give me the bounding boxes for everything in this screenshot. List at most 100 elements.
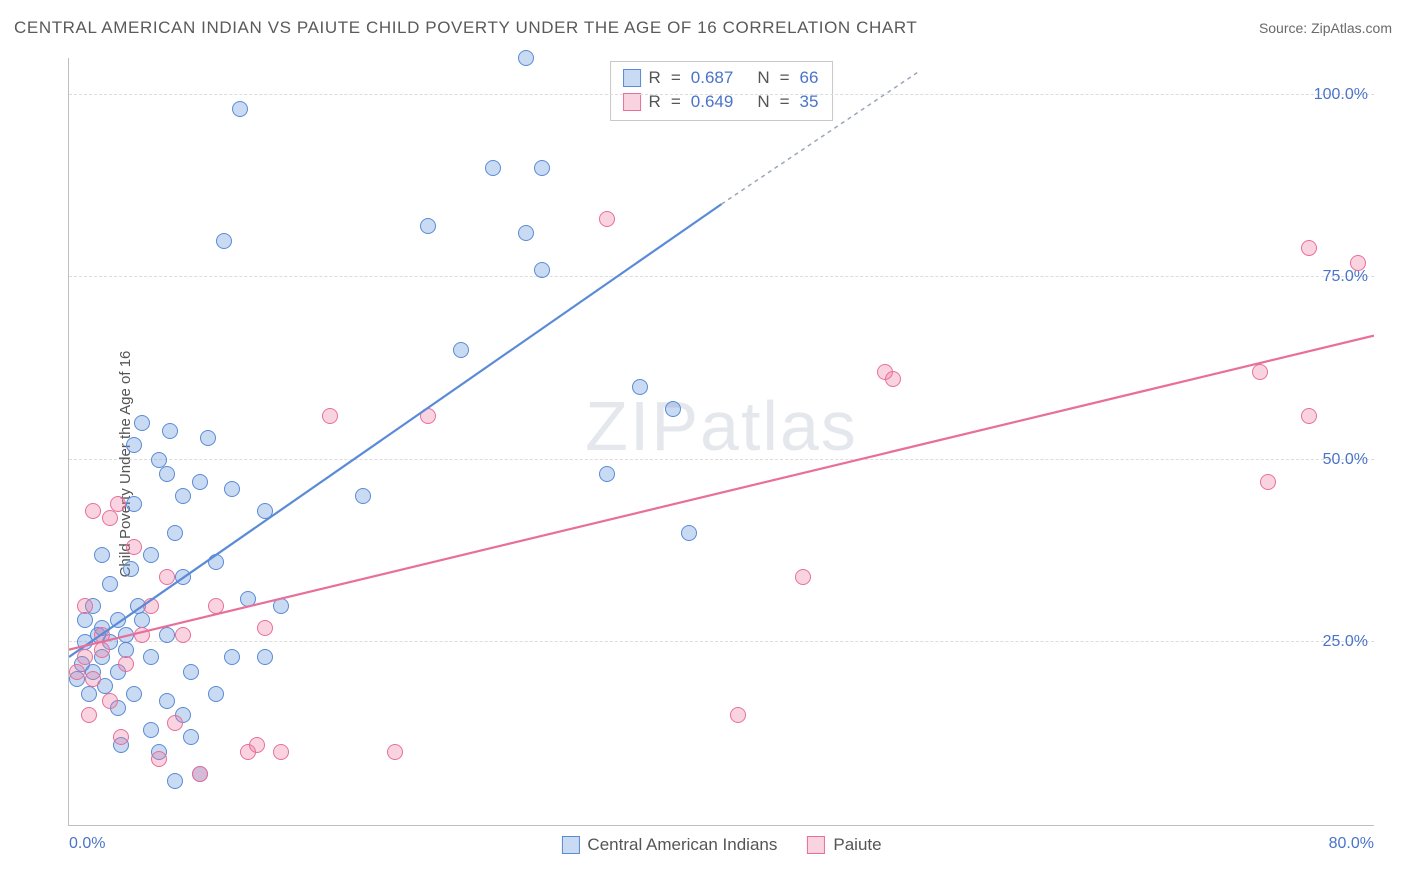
data-point <box>240 591 256 607</box>
data-point <box>200 430 216 446</box>
data-point <box>151 751 167 767</box>
data-point <box>143 722 159 738</box>
data-point <box>224 649 240 665</box>
data-point <box>81 707 97 723</box>
plot-area: ZIPatlas R = 0.687 N = 66 R = 0.649 N = … <box>68 58 1374 826</box>
swatch-series-b <box>623 93 641 111</box>
x-tick-label: 80.0% <box>1329 835 1374 853</box>
data-point <box>485 160 501 176</box>
data-point <box>143 598 159 614</box>
data-point <box>126 437 142 453</box>
data-point <box>355 488 371 504</box>
data-point <box>102 510 118 526</box>
data-point <box>85 503 101 519</box>
data-point <box>143 649 159 665</box>
data-point <box>232 101 248 117</box>
data-point <box>110 496 126 512</box>
data-point <box>118 642 134 658</box>
y-tick-label: 75.0% <box>1323 268 1368 286</box>
data-point <box>249 737 265 753</box>
data-point <box>77 598 93 614</box>
data-point <box>69 664 85 680</box>
data-point <box>94 642 110 658</box>
y-tick-label: 25.0% <box>1323 633 1368 651</box>
data-point <box>534 262 550 278</box>
data-point <box>175 627 191 643</box>
data-point <box>322 408 338 424</box>
data-point <box>167 773 183 789</box>
gridline <box>69 276 1374 277</box>
data-point <box>102 693 118 709</box>
data-point <box>257 649 273 665</box>
equals: = <box>671 66 681 90</box>
stats-row-a: R = 0.687 N = 66 <box>623 66 819 90</box>
gridline <box>69 459 1374 460</box>
data-point <box>143 547 159 563</box>
swatch-series-a <box>623 69 641 87</box>
gridline <box>69 94 1374 95</box>
data-point <box>453 342 469 358</box>
data-point <box>113 729 129 745</box>
data-point <box>85 671 101 687</box>
data-point <box>162 423 178 439</box>
data-point <box>885 371 901 387</box>
data-point <box>102 576 118 592</box>
data-point <box>216 233 232 249</box>
data-point <box>77 612 93 628</box>
data-point <box>126 539 142 555</box>
data-point <box>518 225 534 241</box>
data-point <box>599 466 615 482</box>
legend-item-a: Central American Indians <box>561 835 777 855</box>
data-point <box>167 525 183 541</box>
y-tick-label: 100.0% <box>1314 86 1368 104</box>
data-point <box>208 598 224 614</box>
data-point <box>77 649 93 665</box>
data-point <box>134 612 150 628</box>
data-point <box>159 466 175 482</box>
data-point <box>795 569 811 585</box>
n-label: N <box>757 66 769 90</box>
data-point <box>1260 474 1276 490</box>
data-point <box>387 744 403 760</box>
data-point <box>534 160 550 176</box>
data-point <box>159 627 175 643</box>
swatch-series-a <box>561 836 579 854</box>
data-point <box>192 474 208 490</box>
data-point <box>110 612 126 628</box>
data-point <box>175 488 191 504</box>
data-point <box>730 707 746 723</box>
data-point <box>273 598 289 614</box>
watermark: ZIPatlas <box>585 386 858 466</box>
chart-container: Child Poverty Under the Age of 16 ZIPatl… <box>14 50 1392 878</box>
legend-label-a: Central American Indians <box>587 835 777 855</box>
data-point <box>632 379 648 395</box>
n-value-a: 66 <box>800 66 819 90</box>
data-point <box>420 218 436 234</box>
data-point <box>665 401 681 417</box>
data-point <box>94 627 110 643</box>
data-point <box>420 408 436 424</box>
data-point <box>159 693 175 709</box>
data-point <box>257 503 273 519</box>
data-point <box>1301 408 1317 424</box>
data-point <box>518 50 534 66</box>
gridline <box>69 641 1374 642</box>
data-point <box>151 452 167 468</box>
r-label: R <box>649 66 661 90</box>
legend-item-b: Paiute <box>807 835 881 855</box>
data-point <box>118 656 134 672</box>
data-point <box>208 554 224 570</box>
data-point <box>192 766 208 782</box>
data-point <box>183 729 199 745</box>
data-point <box>599 211 615 227</box>
data-point <box>273 744 289 760</box>
data-point <box>94 547 110 563</box>
data-point <box>1350 255 1366 271</box>
data-point <box>134 415 150 431</box>
data-point <box>183 664 199 680</box>
data-point <box>208 686 224 702</box>
data-point <box>118 627 134 643</box>
data-point <box>159 569 175 585</box>
data-point <box>81 686 97 702</box>
data-point <box>257 620 273 636</box>
